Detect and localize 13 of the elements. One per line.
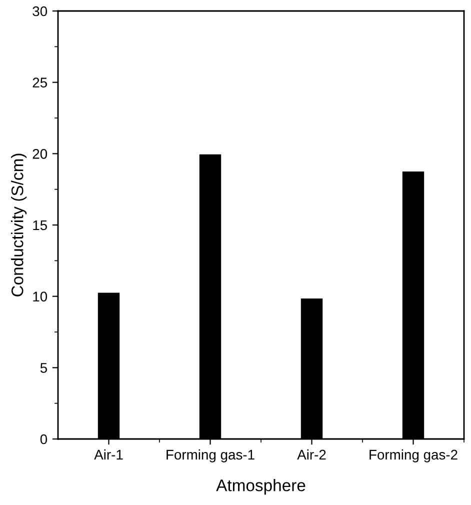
y-tick-label: 10 — [33, 292, 48, 302]
x-tick-label: Forming gas-1 — [166, 449, 254, 462]
y-tick-label: 5 — [40, 363, 47, 373]
x-axis-title: Atmosphere — [216, 479, 306, 495]
y-tick-label: 20 — [32, 149, 48, 159]
x-tick-label: Forming gas-2 — [370, 449, 458, 462]
y-tick-label: 30 — [32, 6, 48, 16]
y-tick-label: 15 — [33, 220, 48, 230]
y-tick-label: 0 — [40, 434, 48, 444]
y-axis-title: Conductivity (S/cm) — [11, 154, 27, 296]
x-tick-label: Air-1 — [94, 449, 123, 460]
y-tick-label: 25 — [32, 78, 48, 88]
x-tick-label: Air-2 — [297, 449, 326, 460]
